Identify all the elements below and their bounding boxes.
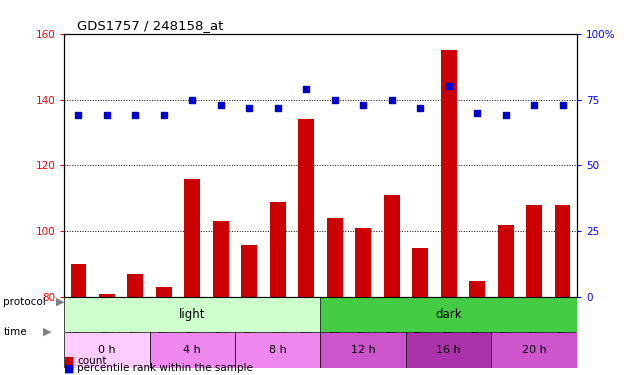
Bar [299, 119, 314, 297]
Point [415, 105, 426, 111]
Point [472, 110, 482, 116]
Text: ▶: ▶ [56, 297, 65, 307]
Bar [156, 287, 172, 297]
Bar [320, 332, 406, 368]
Text: ▶: ▶ [43, 327, 51, 337]
Text: protocol: protocol [3, 297, 46, 307]
Bar [270, 202, 286, 297]
Text: dark: dark [435, 308, 462, 321]
Bar [526, 205, 542, 297]
Point [358, 102, 369, 108]
Point [73, 112, 83, 118]
Bar [469, 281, 485, 297]
Bar [64, 297, 321, 332]
Point [558, 102, 568, 108]
Bar [492, 332, 577, 368]
Bar [235, 332, 320, 368]
Bar [327, 218, 342, 297]
Point [329, 97, 340, 103]
Bar [441, 50, 456, 297]
Text: 8 h: 8 h [269, 345, 287, 355]
Bar [406, 332, 492, 368]
Bar [185, 178, 200, 297]
Text: 0 h: 0 h [98, 345, 115, 355]
Point [244, 105, 254, 111]
Text: ■: ■ [64, 363, 74, 373]
Text: 16 h: 16 h [437, 345, 461, 355]
Point [444, 84, 454, 90]
Text: GDS1757 / 248158_at: GDS1757 / 248158_at [77, 19, 223, 32]
Point [272, 105, 283, 111]
Bar [412, 248, 428, 297]
Bar [149, 332, 235, 368]
Text: percentile rank within the sample: percentile rank within the sample [77, 363, 253, 373]
Text: 4 h: 4 h [183, 345, 201, 355]
Point [301, 86, 312, 92]
Text: ■: ■ [64, 356, 74, 366]
Text: time: time [3, 327, 27, 337]
Bar [320, 297, 577, 332]
Point [159, 112, 169, 118]
Bar [99, 294, 115, 297]
Text: 20 h: 20 h [522, 345, 547, 355]
Text: 12 h: 12 h [351, 345, 376, 355]
Bar [498, 225, 513, 297]
Bar [555, 205, 570, 297]
Bar [242, 244, 257, 297]
Bar [71, 264, 86, 297]
Point [529, 102, 539, 108]
Bar [213, 222, 229, 297]
Bar [355, 228, 371, 297]
Point [387, 97, 397, 103]
Point [102, 112, 112, 118]
Point [215, 102, 226, 108]
Point [130, 112, 140, 118]
Bar [64, 332, 149, 368]
Point [187, 97, 197, 103]
Text: light: light [179, 308, 206, 321]
Bar [128, 274, 143, 297]
Bar [384, 195, 399, 297]
Text: count: count [77, 356, 106, 366]
Point [501, 112, 511, 118]
